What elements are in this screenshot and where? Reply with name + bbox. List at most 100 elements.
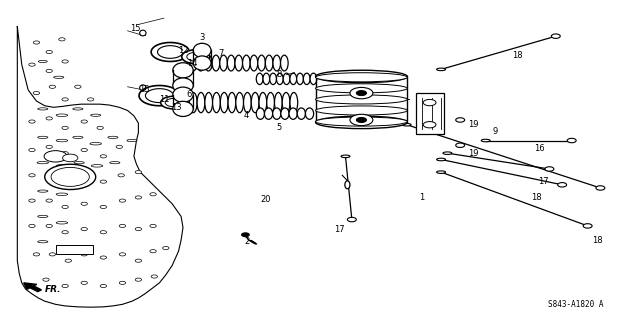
Ellipse shape <box>109 161 120 164</box>
Text: 8: 8 <box>276 70 281 78</box>
Ellipse shape <box>273 108 281 119</box>
Ellipse shape <box>173 63 193 78</box>
Circle shape <box>567 138 576 143</box>
Ellipse shape <box>173 101 193 116</box>
Circle shape <box>119 281 125 285</box>
Circle shape <box>100 285 106 287</box>
Ellipse shape <box>258 55 266 71</box>
Circle shape <box>49 85 56 88</box>
Circle shape <box>456 143 465 147</box>
Ellipse shape <box>341 155 350 158</box>
Ellipse shape <box>303 73 310 85</box>
Circle shape <box>81 148 88 152</box>
Ellipse shape <box>296 73 303 85</box>
Circle shape <box>423 100 436 106</box>
Ellipse shape <box>289 108 297 119</box>
Ellipse shape <box>173 78 193 93</box>
Circle shape <box>46 145 52 148</box>
Text: 4: 4 <box>244 111 250 120</box>
Ellipse shape <box>54 76 64 78</box>
Text: 18: 18 <box>512 51 523 60</box>
Text: 10: 10 <box>372 71 383 80</box>
Circle shape <box>88 98 94 101</box>
Ellipse shape <box>305 108 314 119</box>
Ellipse shape <box>205 55 212 71</box>
Ellipse shape <box>316 106 407 115</box>
FancyArrow shape <box>24 283 42 292</box>
Text: 18: 18 <box>531 193 542 202</box>
Circle shape <box>75 85 81 88</box>
Ellipse shape <box>193 43 211 57</box>
Circle shape <box>81 177 88 180</box>
Text: 19: 19 <box>468 120 478 129</box>
Circle shape <box>65 259 72 262</box>
Circle shape <box>46 224 52 227</box>
Ellipse shape <box>250 55 258 71</box>
Ellipse shape <box>212 55 220 71</box>
Text: 15: 15 <box>130 24 140 33</box>
Ellipse shape <box>282 93 290 113</box>
Circle shape <box>163 247 169 250</box>
Ellipse shape <box>481 139 490 142</box>
Ellipse shape <box>276 73 283 85</box>
Ellipse shape <box>252 93 259 113</box>
Text: 20: 20 <box>260 195 271 204</box>
Ellipse shape <box>256 73 263 85</box>
Ellipse shape <box>273 55 280 71</box>
Circle shape <box>44 151 67 162</box>
Circle shape <box>119 199 125 202</box>
Circle shape <box>150 224 156 227</box>
Ellipse shape <box>38 136 48 138</box>
Circle shape <box>46 174 52 177</box>
Ellipse shape <box>345 181 350 189</box>
Circle shape <box>596 186 605 190</box>
Circle shape <box>150 250 156 253</box>
Ellipse shape <box>316 95 407 104</box>
Ellipse shape <box>197 93 205 113</box>
Text: 14: 14 <box>188 59 198 68</box>
Ellipse shape <box>281 108 289 119</box>
Text: 3: 3 <box>200 33 205 42</box>
Circle shape <box>348 217 356 222</box>
Ellipse shape <box>37 161 49 164</box>
Circle shape <box>100 231 106 234</box>
Ellipse shape <box>73 136 83 138</box>
Ellipse shape <box>108 136 118 138</box>
Ellipse shape <box>56 193 68 196</box>
Circle shape <box>81 281 88 285</box>
Circle shape <box>29 63 35 66</box>
Circle shape <box>100 205 106 209</box>
Ellipse shape <box>316 70 407 83</box>
Ellipse shape <box>227 55 235 71</box>
Ellipse shape <box>436 158 445 161</box>
Ellipse shape <box>38 60 47 63</box>
Text: 17: 17 <box>334 225 344 234</box>
Circle shape <box>81 120 88 123</box>
Ellipse shape <box>290 73 296 85</box>
Ellipse shape <box>220 93 228 113</box>
Ellipse shape <box>73 108 83 110</box>
Circle shape <box>62 60 68 63</box>
Ellipse shape <box>140 30 146 36</box>
Ellipse shape <box>280 55 288 71</box>
Circle shape <box>100 180 106 183</box>
Circle shape <box>356 117 367 122</box>
Circle shape <box>135 259 141 262</box>
Ellipse shape <box>197 55 205 71</box>
Ellipse shape <box>244 93 252 113</box>
Text: 9: 9 <box>493 127 498 136</box>
Circle shape <box>29 174 35 177</box>
Circle shape <box>242 233 249 237</box>
Circle shape <box>135 227 141 231</box>
Circle shape <box>63 154 78 162</box>
Circle shape <box>350 114 373 126</box>
Text: 12: 12 <box>178 46 188 55</box>
Circle shape <box>583 224 592 228</box>
Circle shape <box>182 50 210 64</box>
Ellipse shape <box>56 221 68 224</box>
Ellipse shape <box>316 73 407 82</box>
Ellipse shape <box>38 215 48 218</box>
Ellipse shape <box>259 93 267 113</box>
Circle shape <box>118 174 124 177</box>
Ellipse shape <box>74 161 84 164</box>
